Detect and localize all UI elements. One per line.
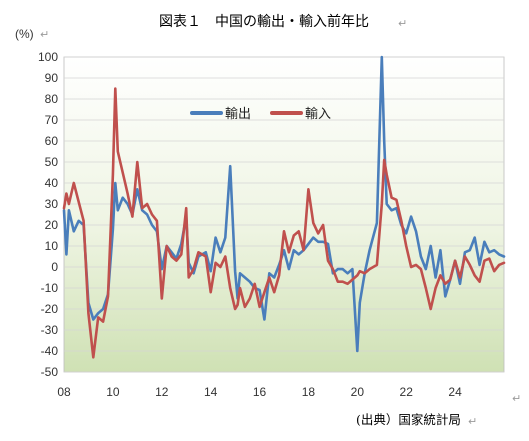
series-line-import bbox=[62, 87, 506, 359]
x-tick-labels: 08 10 12 14 16 18 20 22 24 bbox=[57, 385, 462, 399]
y-tick-label: 0 bbox=[51, 260, 58, 274]
x-tick-label: 10 bbox=[106, 385, 120, 399]
x-tick-label: 22 bbox=[400, 385, 414, 399]
plot-area bbox=[63, 56, 505, 373]
y-tick-label: -40 bbox=[41, 344, 59, 358]
series-lines bbox=[62, 55, 506, 359]
x-tick-label: 14 bbox=[204, 385, 218, 399]
chart-title: 図表１ 中国の輸出・輸入前年比 bbox=[159, 13, 369, 30]
y-tick-label: 20 bbox=[45, 218, 59, 232]
legend: 輸出 輸入 bbox=[190, 107, 331, 122]
y-tick-label: 70 bbox=[45, 113, 59, 127]
x-tick-label: 18 bbox=[302, 385, 316, 399]
x-tick-label: 16 bbox=[253, 385, 267, 399]
paragraph-mark-title: ↵ bbox=[398, 17, 407, 30]
x-tick-label: 12 bbox=[155, 385, 169, 399]
x-tick-label: 20 bbox=[351, 385, 365, 399]
y-tick-label: 100 bbox=[38, 50, 58, 64]
legend-label-export: 輸出 bbox=[225, 107, 251, 122]
y-tick-label: -10 bbox=[41, 281, 59, 295]
y-tick-label: -30 bbox=[41, 323, 59, 337]
y-tick-label: 60 bbox=[45, 134, 59, 148]
y-tick-label: 30 bbox=[45, 197, 59, 211]
paragraph-mark-source: ↵ bbox=[468, 415, 477, 428]
source-note: (出典）国家統計局 bbox=[356, 412, 461, 427]
y-tick-label: 10 bbox=[45, 239, 59, 253]
legend-label-import: 輸入 bbox=[305, 107, 331, 122]
y-tick-label: 80 bbox=[45, 92, 59, 106]
x-tick-label: 08 bbox=[57, 385, 71, 399]
y-tick-label: 90 bbox=[45, 71, 59, 85]
paragraph-mark-ylabel: ↵ bbox=[40, 28, 49, 41]
y-tick-label: -20 bbox=[41, 302, 59, 316]
paragraph-mark-axis: ↵ bbox=[512, 392, 521, 405]
y-axis-label: (%) bbox=[15, 27, 34, 41]
x-tick-label: 24 bbox=[448, 385, 462, 399]
y-tick-label: 40 bbox=[45, 176, 59, 190]
y-tick-label: 50 bbox=[45, 155, 59, 169]
y-tick-label: -50 bbox=[41, 365, 59, 379]
